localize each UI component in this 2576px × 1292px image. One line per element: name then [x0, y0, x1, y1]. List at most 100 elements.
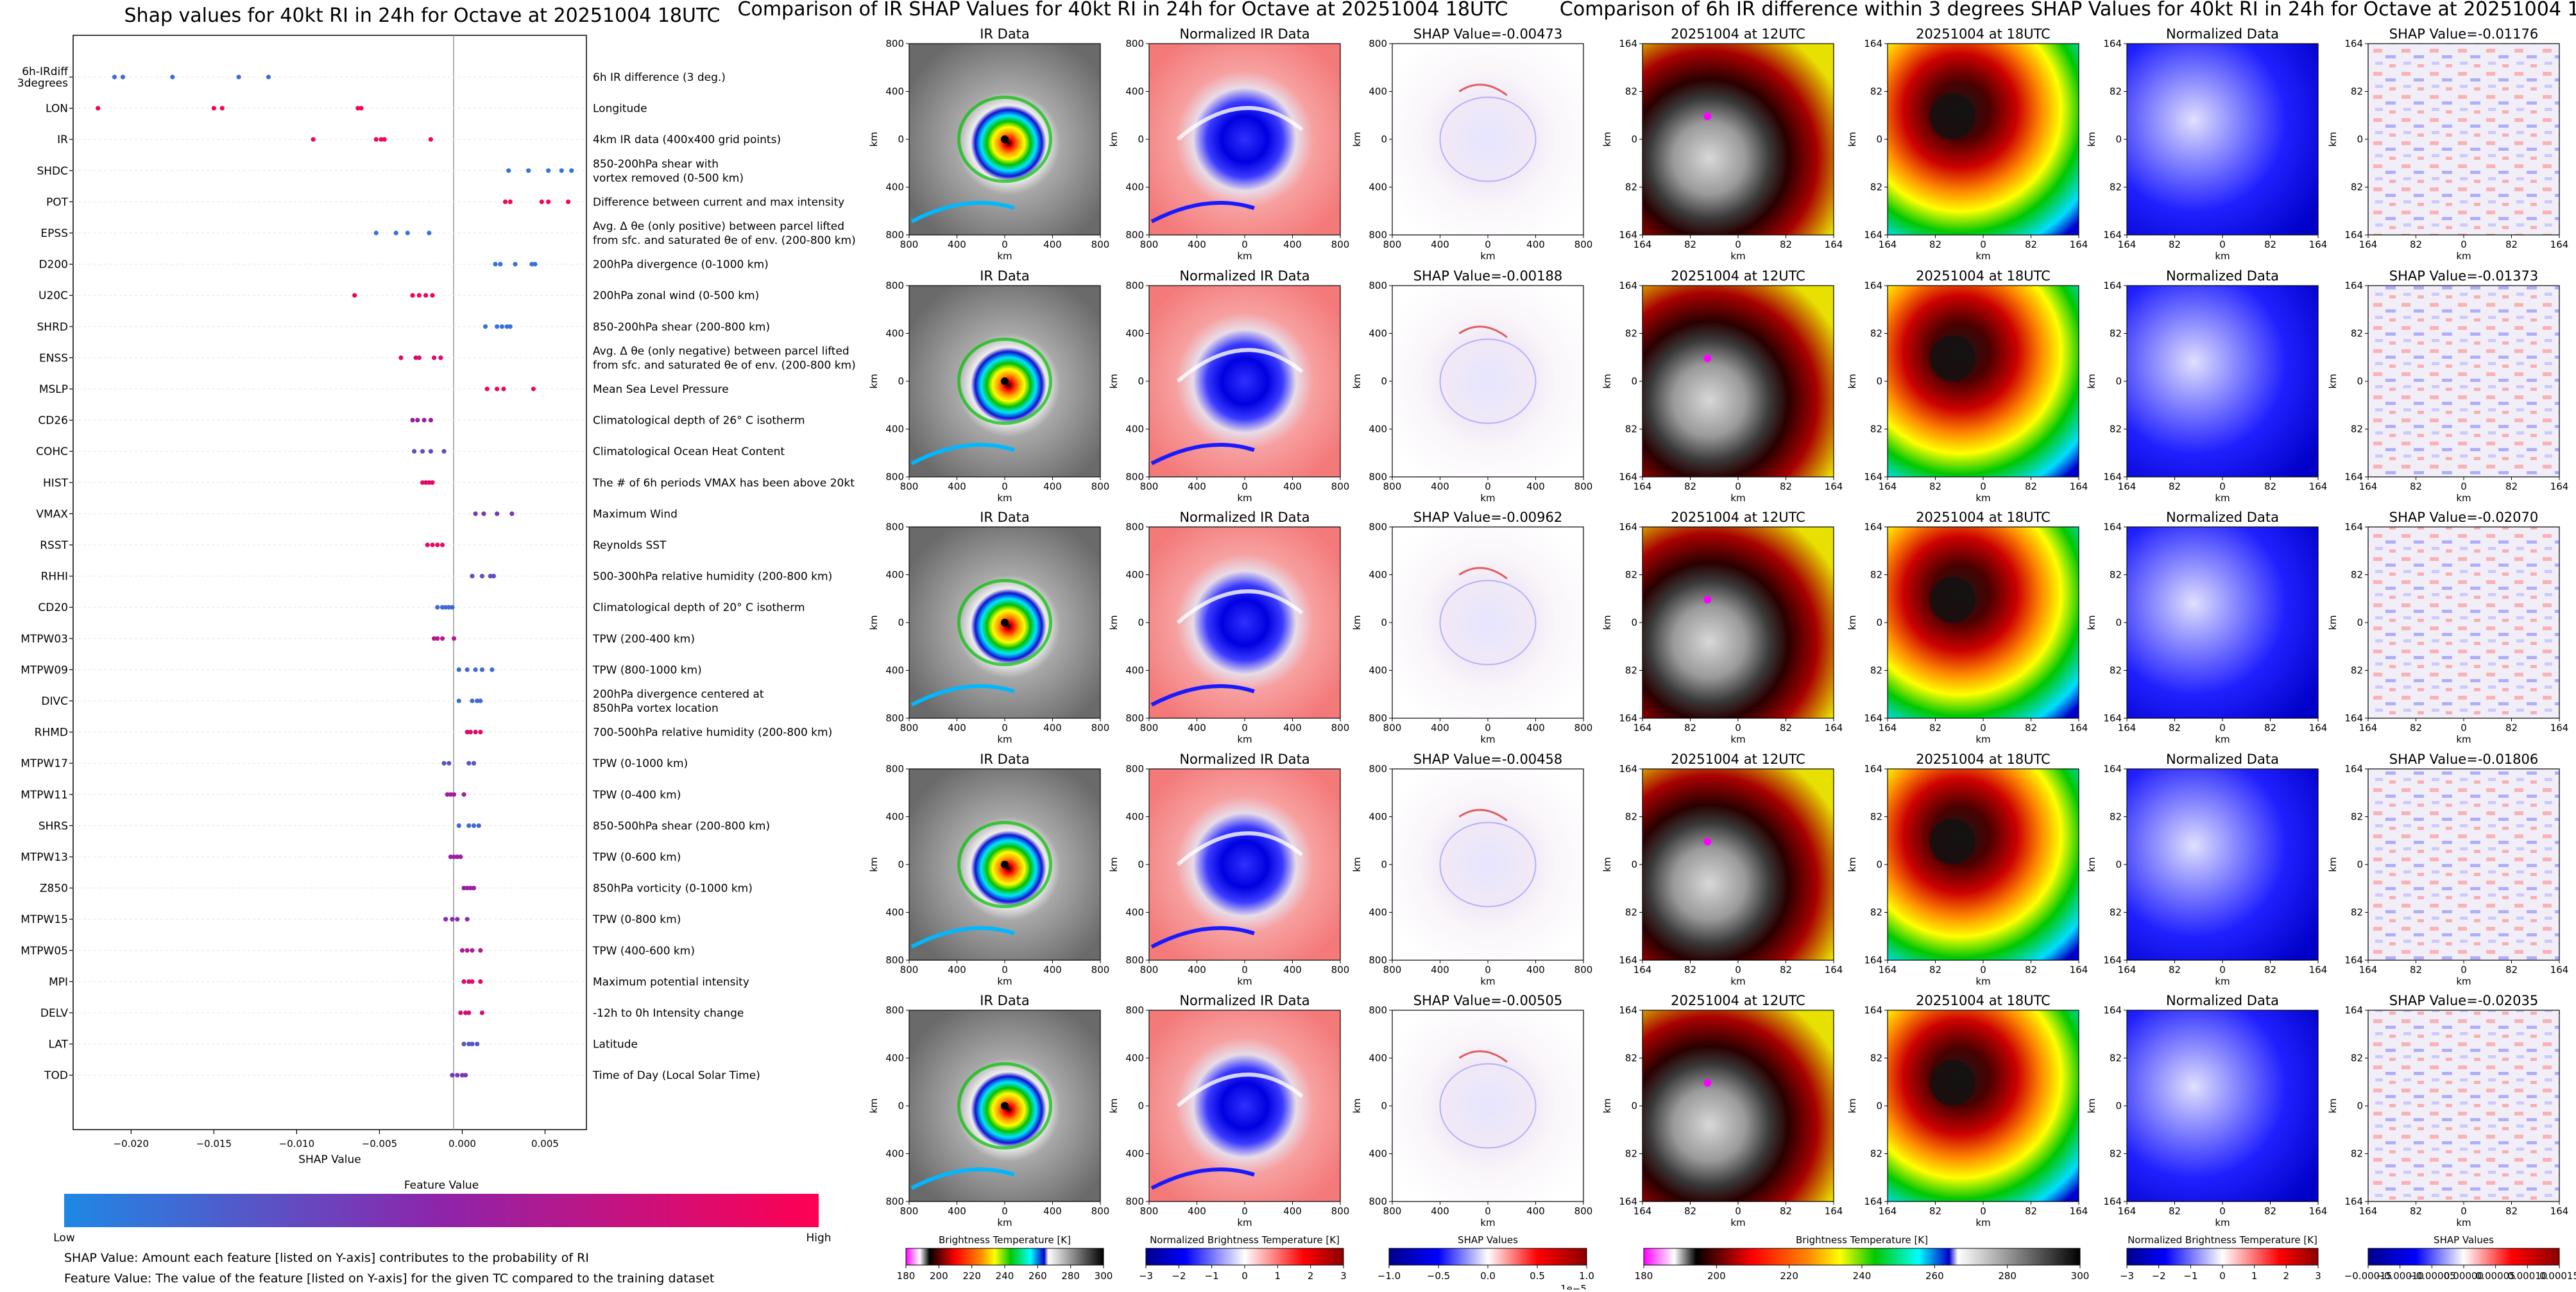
y-tick-label: 400 [1125, 328, 1144, 340]
x-tick-label: 400 [1043, 964, 1062, 976]
feature-description: 200hPa divergence (0-1000 km) [593, 259, 769, 271]
x-tick-label: 0 [1002, 1205, 1008, 1217]
shap-point [479, 574, 485, 579]
panel-title: Normalized Data [2166, 268, 2279, 284]
storm-eye [1001, 377, 1009, 385]
feature-label: LON [46, 103, 68, 116]
y-tick-label: 800 [1125, 471, 1144, 483]
y-tick-label: 164 [1864, 280, 1882, 291]
colorbar-tick-label: −1.0 [1378, 1270, 1401, 1282]
x-tick-label: 0 [1002, 239, 1008, 250]
x-tick-label: 164 [2550, 1205, 2569, 1217]
shap-point [465, 917, 470, 922]
shap-point [466, 1010, 472, 1015]
shap-point [431, 636, 437, 641]
panel-image [1392, 526, 1584, 719]
colorbar-tick-label: −0.5 [1427, 1270, 1450, 1282]
y-tick-label: 82 [1625, 569, 1637, 581]
x-tick-label: 800 [1331, 964, 1350, 976]
x-tick-label: 82 [2505, 481, 2518, 492]
x-tick-label: 164 [2118, 1205, 2137, 1217]
shap-point [546, 199, 551, 204]
y-tick-label: 82 [1625, 665, 1637, 676]
y-tick-label: 0 [2357, 134, 2363, 145]
shap-point [443, 605, 448, 610]
shap-point [466, 823, 472, 828]
x-tick-label: 164 [2118, 722, 2137, 734]
shap-point [450, 605, 455, 610]
shap-point [566, 199, 571, 204]
feature-description: Longitude [593, 103, 647, 116]
panel-image [1642, 43, 1834, 236]
panel-title: Normalized Data [2166, 993, 2279, 1008]
panel-title: SHAP Value=-0.01373 [2389, 268, 2539, 284]
x-tick-label: 82 [2025, 239, 2037, 250]
center-marker [1703, 112, 1712, 121]
x-tick-label: 400 [1431, 239, 1449, 250]
colorbar: SHAP Values −1.0 −0.5 0.0 0.5 1.01e−5 [1378, 1234, 1594, 1292]
colorbar-bar [2126, 1248, 2319, 1266]
shap-point [463, 1072, 468, 1078]
panel-title: 20251004 at 18UTC [1916, 268, 2051, 284]
shap-point [473, 511, 478, 517]
cloud-band [910, 200, 1015, 223]
y-axis-label: km [2086, 615, 2097, 630]
feature-description: Time of Day (Local Solar Time) [592, 1069, 760, 1082]
colorbar-tick-label: 3 [2315, 1270, 2321, 1282]
x-tick-label: 400 [948, 964, 966, 976]
shap-point [420, 449, 425, 454]
x-tick-label: 0 [1980, 481, 1986, 492]
feature-description: Avg. Δ θe (only positive) between parcel… [593, 220, 844, 233]
colorbar-tick-label: 0.5 [1530, 1270, 1545, 1282]
shap-point [430, 293, 435, 298]
shap-point [539, 199, 544, 204]
x-tick-label: 0 [1735, 239, 1741, 250]
y-tick-label: 82 [1625, 1148, 1637, 1160]
feature-description: 4km IR data (400x400 grid points) [593, 134, 781, 146]
x-tick-label: 800 [1091, 239, 1110, 250]
y-tick-label: 82 [2351, 86, 2363, 98]
colorbar-label: SHAP Values [1458, 1234, 1518, 1246]
panel-title: IR Data [980, 510, 1030, 525]
storm-band [957, 578, 1053, 667]
y-axis-label: km [2086, 1098, 2097, 1113]
x-tick-label: 164 [1825, 964, 1843, 976]
y-tick-label: 164 [2103, 763, 2122, 775]
x-axis-label: km [1975, 976, 1990, 987]
colorbar-tick-label: 1 [2251, 1270, 2258, 1282]
shap-summary-title: Shap values for 40kt RI in 24h for Octav… [124, 4, 721, 27]
y-tick-label: 164 [1864, 763, 1882, 775]
shap-point [456, 698, 461, 703]
y-tick-label: 400 [1125, 182, 1144, 193]
x-tick-label: 164 [1879, 481, 1897, 492]
y-tick-label: 800 [1125, 763, 1144, 775]
y-tick-label: 82 [2110, 424, 2122, 435]
y-tick-label: 800 [1125, 38, 1144, 49]
panel-image [2126, 526, 2319, 719]
feature-description: Latitude [593, 1038, 638, 1051]
shap-point [443, 917, 448, 922]
feature-description: Climatological depth of 26° C isotherm [593, 415, 805, 427]
x-tick-label: 164 [2309, 481, 2328, 492]
x-tick-label: 82 [1929, 964, 1941, 976]
colorbar-tick-label: −2 [2152, 1270, 2166, 1282]
x-tick-label: 400 [948, 1205, 966, 1217]
x-tick-label: 164 [2550, 722, 2569, 734]
shap-point [466, 1042, 472, 1047]
panel-title: 20251004 at 18UTC [1916, 993, 2051, 1008]
y-tick-label: 0 [2357, 1100, 2363, 1112]
y-tick-label: 0 [1876, 859, 1882, 870]
shap-point [508, 324, 513, 329]
storm-eye [1001, 135, 1009, 143]
colorbar-tick-label: 240 [1853, 1270, 1872, 1282]
x-tick-label: 800 [1383, 1205, 1402, 1217]
y-axis-label: km [868, 374, 880, 388]
colorbar-tick-label: 0.00010 [2507, 1270, 2547, 1282]
shap-point [484, 386, 490, 392]
